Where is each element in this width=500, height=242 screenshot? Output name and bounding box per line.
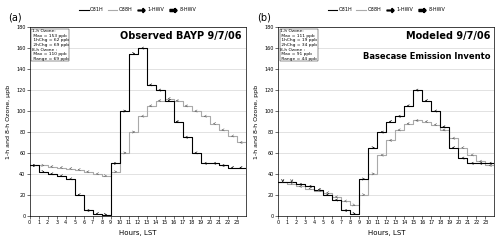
X-axis label: Hours, LST: Hours, LST <box>368 230 405 236</box>
Text: (a): (a) <box>8 12 22 22</box>
Legend: O31H, O38H, 1-HWV, 8-HWV: O31H, O38H, 1-HWV, 8-HWV <box>77 5 198 14</box>
Text: 1-h Ozone:
 Max = 153 ppb
 1hChg = 62 ppb
 2hChg = 69 ppb
8-h Ozone :
 Max = 110: 1-h Ozone: Max = 153 ppb 1hChg = 62 ppb … <box>32 29 69 61</box>
Legend: O31H, O38H, 1-HWV, 8-HWV: O31H, O38H, 1-HWV, 8-HWV <box>326 5 447 14</box>
Text: Observed BAYP 9/7/06: Observed BAYP 9/7/06 <box>120 31 242 41</box>
Y-axis label: 1-h and 8-h Ozone, ppb: 1-h and 8-h Ozone, ppb <box>254 84 259 159</box>
Text: Modeled 9/7/06: Modeled 9/7/06 <box>406 31 490 41</box>
Text: Basecase Emission Invento: Basecase Emission Invento <box>362 52 490 61</box>
X-axis label: Hours, LST: Hours, LST <box>119 230 156 236</box>
Y-axis label: 1-h and 8-h Ozone, μpb: 1-h and 8-h Ozone, μpb <box>6 84 10 159</box>
Text: (b): (b) <box>256 12 270 22</box>
Text: 1-h Ozone:
 Max = 111 ppb
 1hChg = 19 ppb
 2hChg = 34 ppb
8-h Ozone :
 Max = 91 : 1-h Ozone: Max = 111 ppb 1hChg = 19 ppb … <box>280 29 318 61</box>
